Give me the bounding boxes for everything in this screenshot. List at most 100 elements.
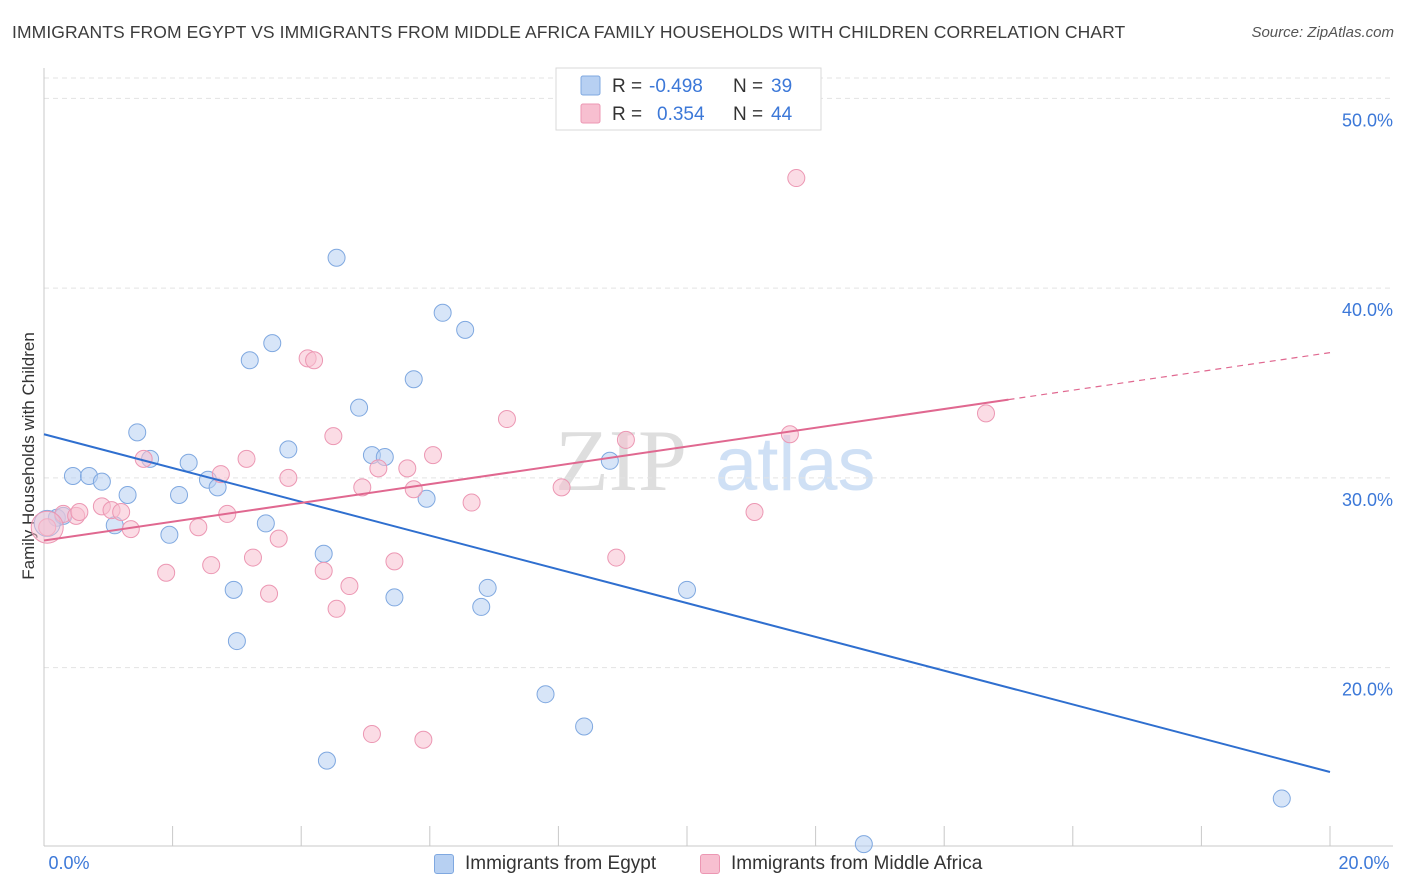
africa-point (211, 465, 230, 484)
y-tick-labels: 20.0% 30.0% 40.0% 50.0% (1342, 110, 1393, 699)
legend-r-value-egypt: -0.498 (649, 76, 703, 97)
africa-point (279, 468, 298, 487)
africa-point (340, 577, 359, 596)
x-tick-label-min: 0.0% (48, 853, 89, 873)
africa-point (424, 446, 443, 465)
legend-n-value-egypt: 39 (771, 76, 792, 97)
africa-point (497, 410, 516, 429)
egypt-point (433, 303, 452, 322)
x-tick-label-max: 20.0% (1338, 853, 1389, 873)
y-tick-label: 50.0% (1342, 110, 1393, 130)
egypt-point (227, 632, 246, 651)
africa-point (780, 425, 799, 444)
egypt-point (224, 580, 243, 599)
africa-point (70, 503, 89, 522)
egypt-point (263, 334, 282, 353)
africa-point (157, 563, 176, 582)
source-label: Source: ZipAtlas.com (1251, 24, 1394, 41)
africa-points (30, 169, 995, 749)
y-tick-label: 20.0% (1342, 680, 1393, 700)
africa-point (976, 404, 995, 423)
legend-n-label-egypt: N = (733, 76, 768, 97)
egypt-point (600, 451, 619, 470)
egypt-point (256, 514, 275, 533)
legend-item-egypt: Immigrants from Egypt (434, 853, 656, 875)
egypt-point (314, 544, 333, 563)
legend-swatch-egypt-bottom (434, 854, 454, 874)
legend-r-label-africa: R = (612, 104, 647, 125)
africa-point (552, 478, 571, 497)
egypt-point (118, 485, 137, 504)
africa-point (314, 561, 333, 580)
legend-item-africa: Immigrants from Middle Africa (700, 853, 982, 875)
egypt-point (128, 423, 147, 442)
egypt-points (33, 248, 1291, 854)
africa-point (616, 430, 635, 449)
legend-bottom: Immigrants from Egypt Immigrants from Mi… (0, 850, 1406, 878)
africa-point (237, 449, 256, 468)
axes (43, 68, 1393, 847)
legend-r-label-egypt: R = (612, 76, 647, 97)
y-axis-label: Family Households with Children (19, 332, 38, 580)
egypt-point (279, 440, 298, 459)
africa-point (787, 169, 806, 188)
africa-point (189, 518, 208, 537)
egypt-point (472, 597, 491, 616)
trendlines (43, 352, 1331, 773)
egypt-point (678, 580, 696, 599)
egypt-point (170, 485, 189, 504)
africa-point (269, 529, 288, 548)
egypt-point (536, 685, 555, 704)
africa-point (260, 584, 279, 603)
africa-point (398, 459, 417, 478)
egypt-trendline (43, 433, 1331, 773)
y-tick-label: 40.0% (1342, 300, 1393, 320)
egypt-point (575, 717, 594, 736)
x-ticks (43, 826, 1331, 846)
africa-point (202, 556, 221, 575)
legend-n-value-africa: 44 (771, 104, 793, 125)
legend-label-egypt: Immigrants from Egypt (465, 853, 657, 874)
chart-title: IMMIGRANTS FROM EGYPT VS IMMIGRANTS FROM… (12, 22, 1126, 42)
africa-point (462, 493, 481, 512)
y-tick-label: 30.0% (1342, 490, 1393, 510)
africa-point (385, 552, 404, 571)
egypt-point (240, 351, 259, 370)
egypt-point (417, 489, 436, 508)
africa-point (745, 503, 764, 522)
africa-point (30, 510, 64, 544)
africa-point (607, 548, 626, 567)
legend-n-label-africa: N = (733, 104, 768, 125)
watermark-zip: ZIP (555, 413, 687, 510)
egypt-point (350, 398, 369, 417)
africa-point (327, 599, 346, 618)
africa-point (353, 478, 372, 497)
gridlines (44, 77, 1393, 669)
legend-swatch-africa-bottom (700, 854, 720, 874)
legend-swatch-africa (580, 103, 601, 124)
africa-point (305, 351, 324, 370)
africa-point (243, 548, 262, 567)
egypt-point (179, 453, 198, 472)
legend-swatch-egypt (580, 75, 601, 96)
egypt-point (327, 248, 346, 267)
africa-point (324, 427, 343, 446)
africa-point (404, 480, 423, 499)
africa-point (362, 725, 381, 744)
egypt-point (1272, 789, 1291, 808)
africa-point (414, 730, 433, 749)
africa-trendline-dashed (1008, 352, 1331, 401)
egypt-point (456, 320, 475, 339)
africa-point (369, 459, 388, 478)
egypt-point (404, 370, 423, 389)
africa-point (112, 503, 131, 522)
legend-label-africa: Immigrants from Middle Africa (731, 853, 983, 874)
egypt-point (160, 525, 179, 544)
egypt-point (854, 835, 873, 854)
egypt-point (385, 588, 404, 607)
egypt-point (63, 466, 82, 485)
africa-trendline (43, 398, 1009, 542)
legend-r-value-africa: 0.354 (657, 104, 705, 125)
legend-top: R = -0.498 N = 39 R = 0.354 N = 44 (555, 67, 822, 131)
egypt-point (478, 578, 497, 597)
